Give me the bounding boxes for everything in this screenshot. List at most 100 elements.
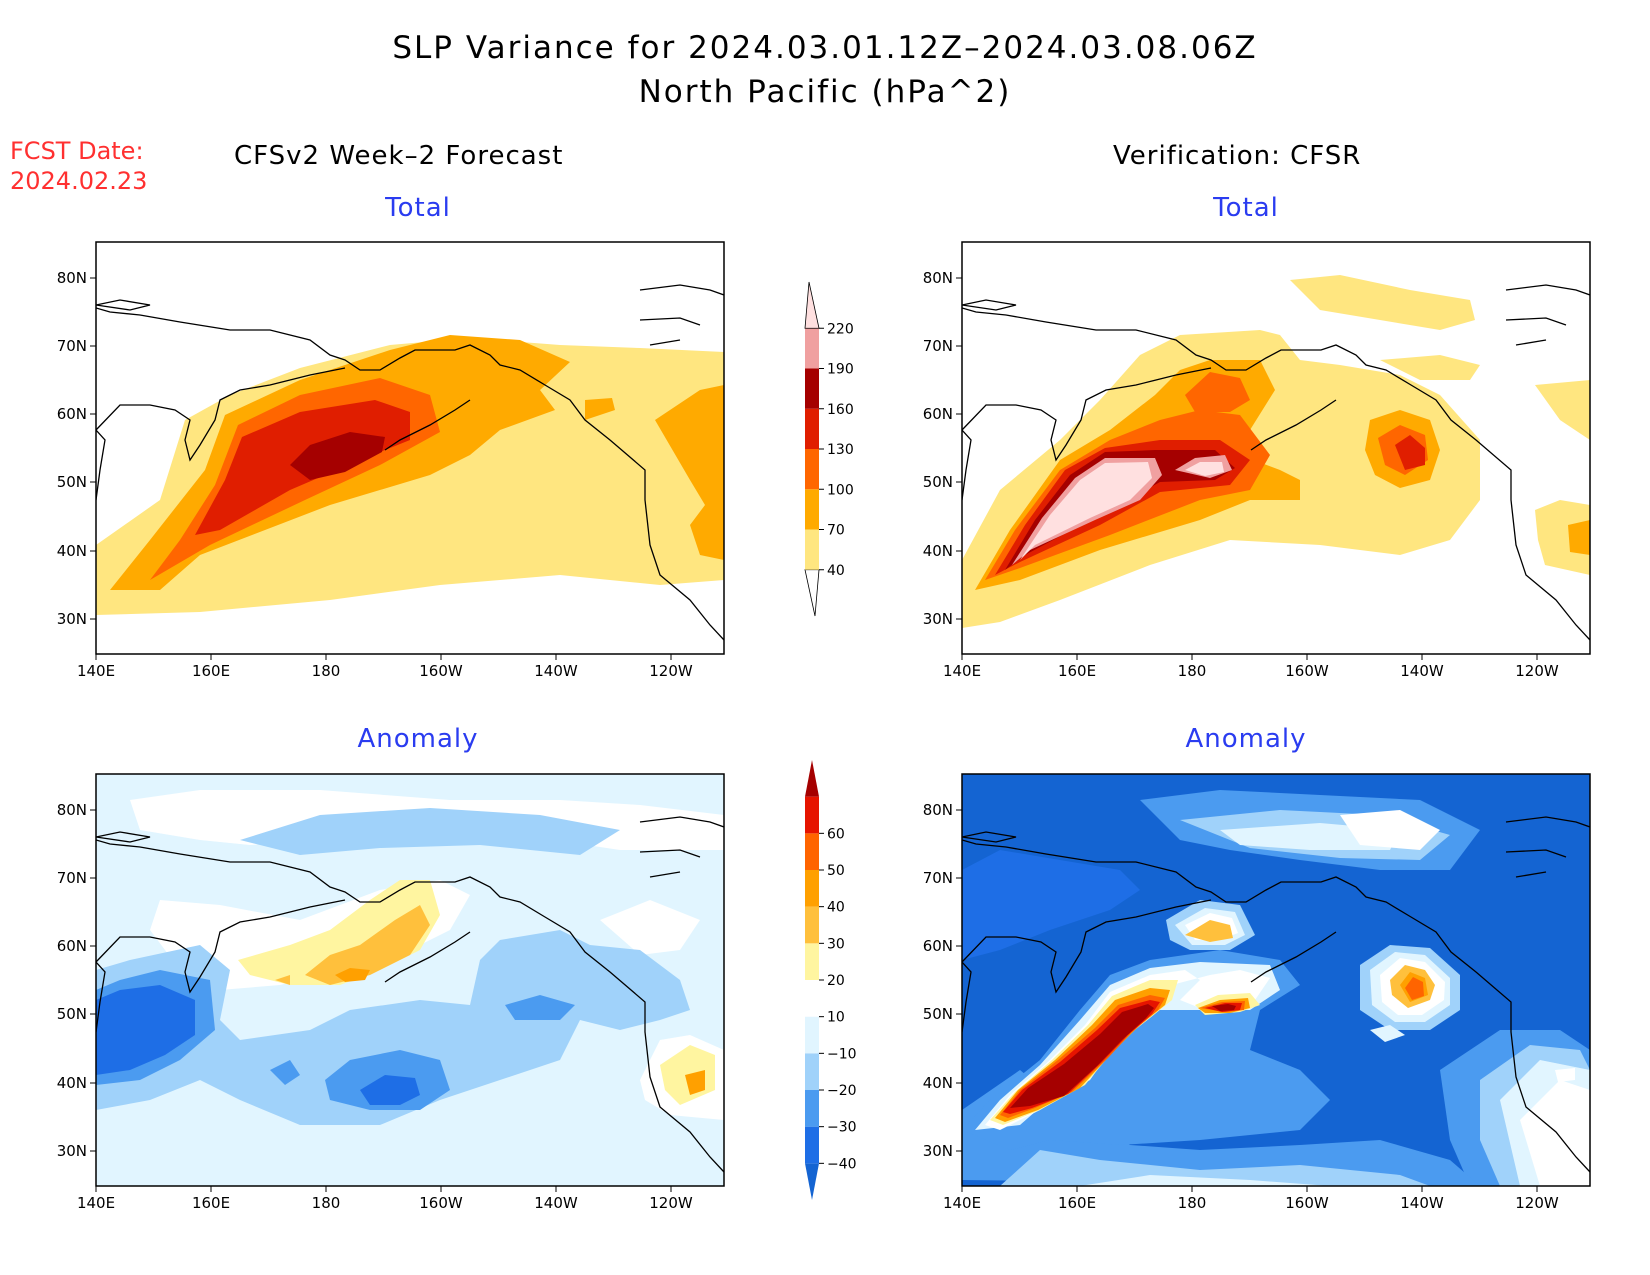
lon-tick-label: 120W (1515, 1194, 1559, 1212)
coastlines-verification-anomaly (962, 816, 1590, 1173)
lat-tick-label: 70N (923, 337, 953, 355)
lon-tick-label: 120W (1515, 662, 1559, 680)
frame-verification-anomaly (961, 773, 1591, 1187)
colorbar-label: 20 (827, 973, 845, 989)
lon-tick-label: 180 (1178, 1194, 1207, 1212)
lat-tick-label: 60N (923, 937, 953, 955)
lon-tick-label: 120W (649, 662, 693, 680)
lon-tick-label: 120W (649, 1194, 693, 1212)
lat-tick-label: 30N (57, 610, 87, 628)
lon-tick-label: 140E (943, 662, 981, 680)
lat-tick-label: 40N (923, 1074, 953, 1092)
lon-tick-label: 160E (1058, 662, 1096, 680)
colorbar-swatch (805, 368, 819, 409)
frame-verification-total (961, 241, 1591, 655)
colorbar-swatch (804, 569, 820, 617)
map-panel-verification-anomaly: 140E 160E 180 160W 140W 120W 80N 70N 60N 50N 40N 30… (923, 773, 1591, 1212)
lon-tick-label: 160W (419, 1194, 463, 1212)
lat-tick-label: 30N (57, 1142, 87, 1160)
filled-contours-forecast-total (96, 242, 724, 654)
lat-tick-label: 50N (57, 473, 87, 491)
colorbar-label: 40 (827, 900, 845, 916)
lon-tick-label: 140W (534, 662, 578, 680)
colorbar-label: 130 (827, 442, 854, 458)
map-panel-verification-total: 140E 160E 180 160W 140W 120W 80N 70N 60N 50N 40N 30… (923, 241, 1591, 680)
lat-tick-label: 30N (923, 1142, 953, 1160)
colorbar-swatch (805, 833, 819, 870)
colorbar-swatch (805, 980, 819, 1017)
colorbar-swatch (805, 408, 819, 449)
panel-title-verification-anomaly: Anomaly (1185, 724, 1307, 754)
colorbar-swatch (805, 1016, 819, 1054)
colorbar-label: 160 (827, 402, 854, 418)
colorbar-label: −40 (827, 1156, 857, 1172)
colorbar-total: 40 70 100 130 160 190 220 (804, 281, 854, 617)
colorbar-label: 10 (827, 1010, 845, 1026)
colorbar-swatch (805, 1163, 819, 1200)
lat-tick-label: 40N (923, 542, 953, 560)
panel-title-verification-total: Total (1213, 193, 1279, 223)
lat-tick-label: 70N (57, 337, 87, 355)
column-title-verification: Verification: CFSR (1113, 141, 1362, 171)
lat-tick-label: 50N (57, 1005, 87, 1023)
lon-tick-label: 160E (192, 662, 230, 680)
coastlines-forecast-total (96, 284, 724, 641)
lon-tick-label: 180 (312, 662, 341, 680)
colorbar-swatch (805, 906, 819, 944)
lon-tick-label: 160W (419, 662, 463, 680)
axes-forecast-anomaly: 140E 160E 180 160W 140W 120W 80N 70N 60N 50N 40N 30… (57, 801, 693, 1212)
lon-tick-label: 140W (1400, 662, 1444, 680)
main-title: SLP Variance for 2024.03.01.12Z–2024.03.… (392, 30, 1258, 66)
filled-contours-verification-anomaly (962, 774, 1590, 1186)
lat-tick-label: 30N (923, 610, 953, 628)
lat-tick-label: 80N (923, 269, 953, 287)
colorbar-swatch (804, 281, 820, 329)
filled-contours-forecast-anomaly (96, 774, 724, 1186)
fcst-date: FCST Date: 2024.02.23 (10, 136, 147, 196)
colorbar-swatch (805, 449, 819, 490)
coastlines-forecast-anomaly (96, 816, 724, 1173)
lon-tick-label: 160W (1285, 1194, 1329, 1212)
lon-tick-label: 140W (1400, 1194, 1444, 1212)
lon-tick-label: 180 (1178, 662, 1207, 680)
colorbar-anomaly: −40 −30 −20 −10 10 20 30 40 50 60 (805, 760, 857, 1200)
colorbar-swatch (805, 943, 819, 980)
axes-verification-total: 140E 160E 180 160W 140W 120W 80N 70N 60N 50N 40N 30… (923, 269, 1559, 680)
axes-forecast-total: 140E 160E 180 160W 140W 120W 80N 70N 60N 50N 40N 30… (57, 269, 693, 680)
colorbar-swatch (805, 489, 819, 530)
coastlines-verification-total (962, 284, 1590, 641)
lon-tick-label: 140W (534, 1194, 578, 1212)
lon-tick-label: 140E (77, 1194, 115, 1212)
colorbar-label: 60 (827, 826, 845, 842)
colorbar-swatch (805, 796, 819, 834)
lat-tick-label: 80N (57, 801, 87, 819)
colorbar-swatch (805, 760, 819, 797)
lon-tick-label: 140E (943, 1194, 981, 1212)
colorbar-label: −20 (827, 1083, 857, 1099)
colorbar-label: −10 (827, 1046, 857, 1062)
colorbar-label: 50 (827, 863, 845, 879)
colorbar-label: 30 (827, 936, 845, 952)
colorbar-label: 190 (827, 362, 854, 378)
colorbar-swatch (805, 870, 819, 907)
panel-title-forecast-anomaly: Anomaly (357, 724, 479, 754)
lat-tick-label: 60N (57, 405, 87, 423)
fcst-date-label: FCST Date: (10, 137, 144, 165)
panel-title-forecast-total: Total (385, 193, 451, 223)
lat-tick-label: 80N (57, 269, 87, 287)
colorbar-swatch (805, 328, 819, 369)
filled-contours-verification-total (962, 242, 1590, 654)
colorbar-label: 40 (827, 563, 845, 579)
colorbar-label: 100 (827, 482, 854, 498)
lat-tick-label: 50N (923, 473, 953, 491)
colorbar-swatch (805, 1126, 819, 1164)
lat-tick-label: 60N (923, 405, 953, 423)
axes-verification-anomaly: 140E 160E 180 160W 140W 120W 80N 70N 60N 50N 40N 30… (923, 801, 1559, 1212)
map-panel-forecast-anomaly: 140E 160E 180 160W 140W 120W 80N 70N 60N 50N 40N 30… (57, 773, 725, 1212)
colorbar-label: 220 (827, 321, 854, 337)
frame-forecast-anomaly (95, 773, 725, 1187)
map-panel-forecast-total: 140E 160E 180 160W 140W 120W 80N 70N 60N 50N 40N 30… (57, 241, 725, 680)
lat-tick-label: 60N (57, 937, 87, 955)
lon-tick-label: 180 (312, 1194, 341, 1212)
colorbar-label: 70 (827, 523, 845, 539)
